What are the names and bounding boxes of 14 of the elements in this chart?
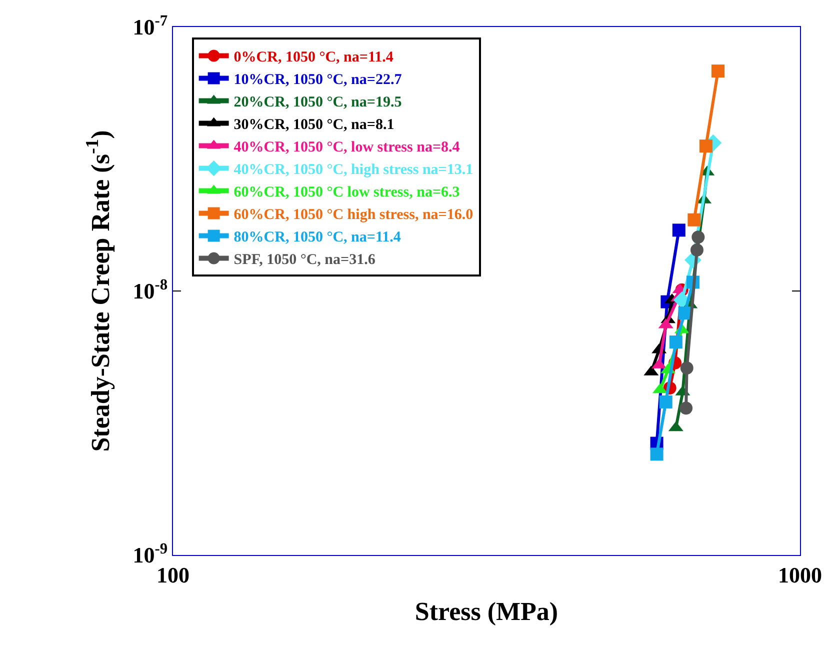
legend-label: 20%CR, 1050 °C, na=19.5 <box>234 94 402 111</box>
y-tick-label: 10$^{-8}$ <box>132 276 168 304</box>
legend-label: 30%CR, 1050 °C, na=8.1 <box>234 117 394 134</box>
legend-label: 0%CR, 1050 °C, na=11.4 <box>234 50 394 66</box>
legend-label: 80%CR, 1050 °C, na=11.4 <box>234 230 402 246</box>
y-tick-label: 10$^{-7}$ <box>132 12 168 40</box>
legend-label: SPF, 1050 °C, na=31.6 <box>234 252 376 268</box>
legend-label: 60%CR, 1050 °C low stress, na=6.3 <box>234 184 460 201</box>
legend-label: 10%CR, 1050 °C, na=22.7 <box>234 72 402 88</box>
legend-label: 40%CR, 1050 °C, low stress na=8.4 <box>234 140 460 156</box>
x-axis-title: Stress (MPa) <box>414 597 558 626</box>
legend-label: 60%CR, 1050 °C high stress, na=16.0 <box>234 207 474 224</box>
x-tick-label: 1000 <box>778 562 822 588</box>
legend-label: 40%CR, 1050 °C, high stress na=13.1 <box>234 162 474 178</box>
